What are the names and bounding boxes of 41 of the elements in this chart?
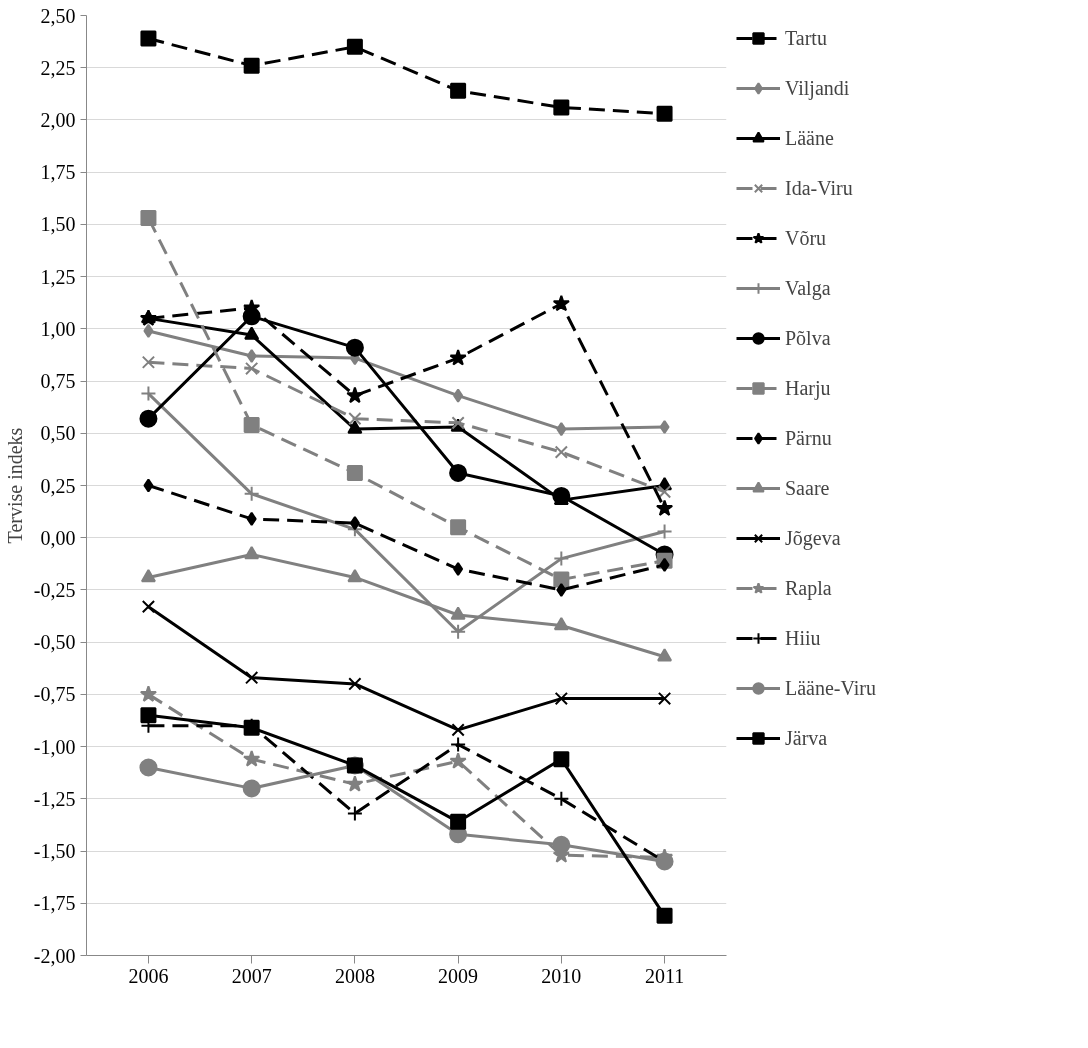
legend-label: Saare (785, 476, 830, 500)
y-tick-label: -0,25 (33, 578, 76, 601)
y-tick-label: -1,50 (33, 840, 76, 863)
y-tick-label: 0,00 (40, 526, 76, 549)
y-tick-label: -1,75 (33, 892, 76, 915)
y-tick-label: -0,75 (33, 683, 76, 706)
legend-label: Järva (785, 726, 828, 750)
x-tick-label: 2007 (231, 964, 272, 987)
y-tick-label: -2,00 (33, 944, 76, 967)
x-tick-label: 2006 (128, 964, 169, 987)
y-tick-label: 2,00 (40, 108, 76, 131)
y-tick-label: 0,50 (40, 422, 76, 445)
y-tick-label: 2,50 (40, 4, 76, 27)
x-tick-label: 2008 (334, 964, 375, 987)
legend-label: Rapla (785, 576, 832, 600)
legend-label: Põlva (785, 326, 831, 350)
legend-label: Ida-Viru (785, 176, 853, 200)
legend-label: Võru (785, 226, 827, 250)
y-tick-label: 0,25 (40, 474, 76, 497)
legend-label: Viljandi (785, 76, 850, 100)
legend-label: Lääne (785, 126, 834, 150)
legend-label: Harju (785, 376, 831, 400)
y-tick-label: 0,75 (40, 370, 76, 393)
y-tick-label: 1,25 (40, 265, 76, 288)
legend-label: Pärnu (785, 426, 832, 450)
legend-label: Jõgeva (785, 526, 841, 550)
legend-label: Hiiu (785, 626, 821, 650)
y-tick-label: -0,50 (33, 631, 76, 654)
y-tick-label: -1,25 (33, 787, 76, 810)
y-tick-label: 1,75 (40, 161, 76, 184)
x-tick-label: 2009 (438, 964, 479, 987)
y-tick-label: 1,50 (40, 213, 76, 236)
legend-label: Tartu (785, 26, 827, 50)
y-axis-title: Tervise indeks (3, 427, 26, 544)
legend-label: Valga (785, 276, 831, 300)
x-tick-label: 2011 (644, 964, 685, 987)
legend-label: Lääne-Viru (785, 676, 876, 700)
y-tick-label: 1,00 (40, 317, 76, 340)
y-tick-label: -1,00 (33, 735, 76, 758)
x-tick-label: 2010 (541, 964, 582, 987)
y-tick-label: 2,25 (40, 56, 76, 79)
